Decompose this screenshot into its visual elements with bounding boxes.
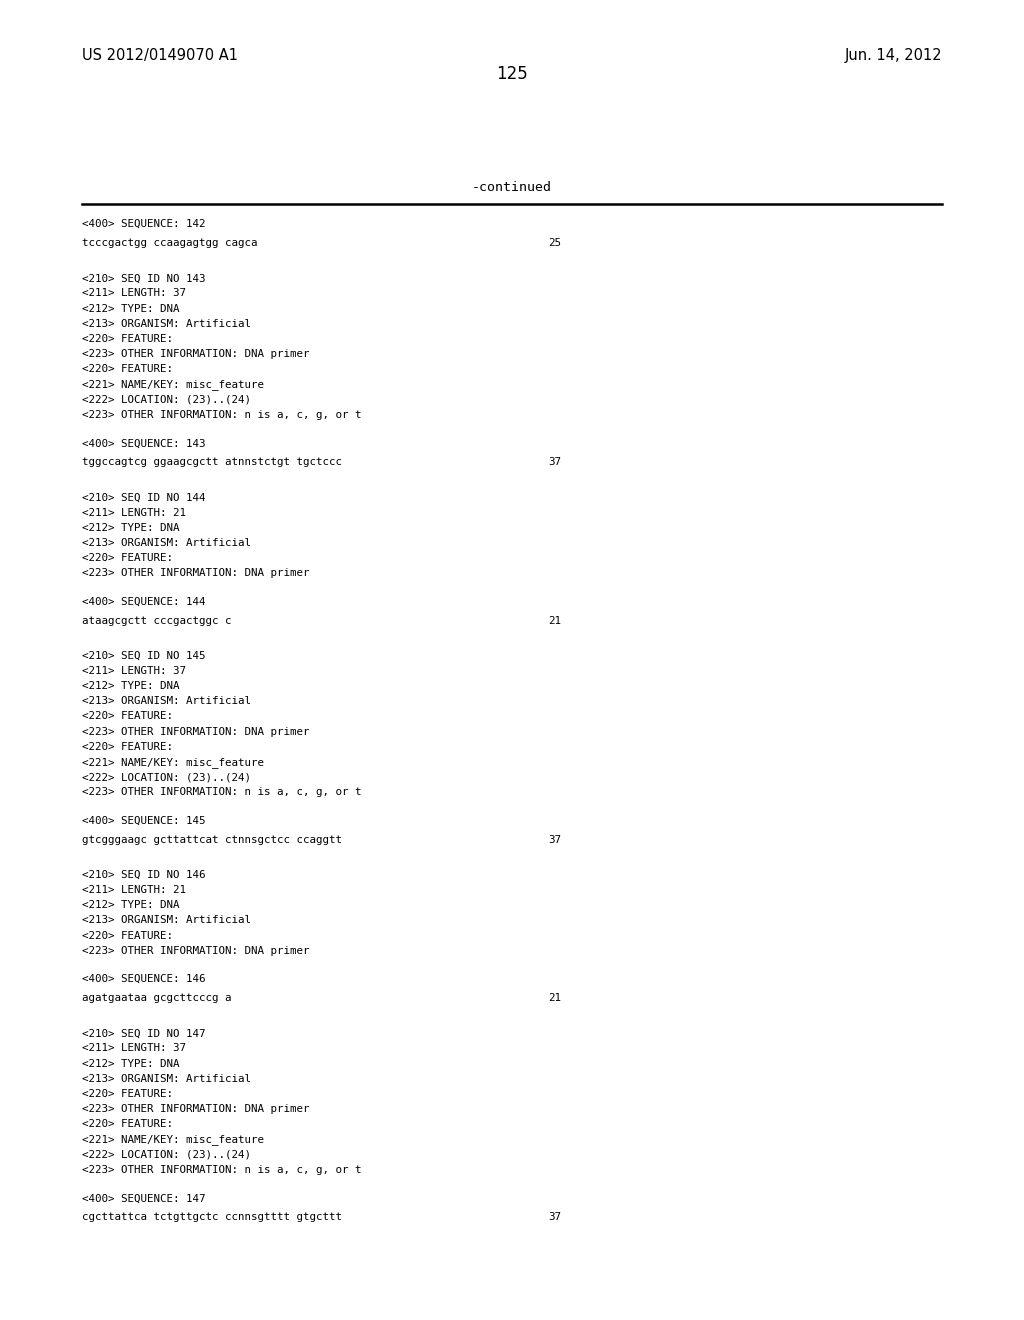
Text: <400> SEQUENCE: 142: <400> SEQUENCE: 142: [82, 219, 206, 230]
Text: <213> ORGANISM: Artificial: <213> ORGANISM: Artificial: [82, 539, 251, 548]
Text: <220> FEATURE:: <220> FEATURE:: [82, 1119, 173, 1130]
Text: <212> TYPE: DNA: <212> TYPE: DNA: [82, 900, 179, 911]
Text: <213> ORGANISM: Artificial: <213> ORGANISM: Artificial: [82, 697, 251, 706]
Text: Jun. 14, 2012: Jun. 14, 2012: [845, 48, 942, 63]
Text: <220> FEATURE:: <220> FEATURE:: [82, 1089, 173, 1100]
Text: <400> SEQUENCE: 147: <400> SEQUENCE: 147: [82, 1193, 206, 1204]
Text: <223> OTHER INFORMATION: DNA primer: <223> OTHER INFORMATION: DNA primer: [82, 945, 309, 956]
Text: ataagcgctt cccgactggc c: ataagcgctt cccgactggc c: [82, 615, 231, 626]
Text: <400> SEQUENCE: 146: <400> SEQUENCE: 146: [82, 974, 206, 985]
Text: <211> LENGTH: 21: <211> LENGTH: 21: [82, 507, 186, 517]
Text: <400> SEQUENCE: 143: <400> SEQUENCE: 143: [82, 438, 206, 449]
Text: <220> FEATURE:: <220> FEATURE:: [82, 364, 173, 375]
Text: <220> FEATURE:: <220> FEATURE:: [82, 711, 173, 722]
Text: <222> LOCATION: (23)..(24): <222> LOCATION: (23)..(24): [82, 772, 251, 783]
Text: 37: 37: [548, 836, 561, 845]
Text: <213> ORGANISM: Artificial: <213> ORGANISM: Artificial: [82, 319, 251, 329]
Text: tcccgactgg ccaagagtgg cagca: tcccgactgg ccaagagtgg cagca: [82, 238, 257, 248]
Text: <220> FEATURE:: <220> FEATURE:: [82, 553, 173, 564]
Text: <212> TYPE: DNA: <212> TYPE: DNA: [82, 681, 179, 692]
Text: <220> FEATURE:: <220> FEATURE:: [82, 931, 173, 941]
Text: <221> NAME/KEY: misc_feature: <221> NAME/KEY: misc_feature: [82, 380, 264, 391]
Text: <210> SEQ ID NO 143: <210> SEQ ID NO 143: [82, 273, 206, 284]
Text: US 2012/0149070 A1: US 2012/0149070 A1: [82, 48, 238, 63]
Text: <223> OTHER INFORMATION: n is a, c, g, or t: <223> OTHER INFORMATION: n is a, c, g, o…: [82, 1166, 361, 1175]
Text: gtcgggaagc gcttattcat ctnnsgctcc ccaggtt: gtcgggaagc gcttattcat ctnnsgctcc ccaggtt: [82, 836, 342, 845]
Text: 25: 25: [548, 238, 561, 248]
Text: <400> SEQUENCE: 144: <400> SEQUENCE: 144: [82, 597, 206, 607]
Text: 37: 37: [548, 1212, 561, 1222]
Text: <220> FEATURE:: <220> FEATURE:: [82, 334, 173, 345]
Text: <223> OTHER INFORMATION: n is a, c, g, or t: <223> OTHER INFORMATION: n is a, c, g, o…: [82, 409, 361, 420]
Text: <400> SEQUENCE: 145: <400> SEQUENCE: 145: [82, 816, 206, 826]
Text: <223> OTHER INFORMATION: DNA primer: <223> OTHER INFORMATION: DNA primer: [82, 568, 309, 578]
Text: <211> LENGTH: 21: <211> LENGTH: 21: [82, 884, 186, 895]
Text: 125: 125: [496, 65, 528, 83]
Text: <223> OTHER INFORMATION: DNA primer: <223> OTHER INFORMATION: DNA primer: [82, 726, 309, 737]
Text: <210> SEQ ID NO 147: <210> SEQ ID NO 147: [82, 1028, 206, 1039]
Text: 37: 37: [548, 458, 561, 467]
Text: <210> SEQ ID NO 146: <210> SEQ ID NO 146: [82, 870, 206, 880]
Text: agatgaataa gcgcttcccg a: agatgaataa gcgcttcccg a: [82, 993, 231, 1003]
Text: -continued: -continued: [472, 181, 552, 194]
Text: <222> LOCATION: (23)..(24): <222> LOCATION: (23)..(24): [82, 395, 251, 405]
Text: <213> ORGANISM: Artificial: <213> ORGANISM: Artificial: [82, 1074, 251, 1084]
Text: cgcttattca tctgttgctc ccnnsgtttt gtgcttt: cgcttattca tctgttgctc ccnnsgtttt gtgcttt: [82, 1212, 342, 1222]
Text: tggccagtcg ggaagcgctt atnnstctgt tgctccc: tggccagtcg ggaagcgctt atnnstctgt tgctccc: [82, 458, 342, 467]
Text: <210> SEQ ID NO 145: <210> SEQ ID NO 145: [82, 651, 206, 661]
Text: <211> LENGTH: 37: <211> LENGTH: 37: [82, 289, 186, 298]
Text: <220> FEATURE:: <220> FEATURE:: [82, 742, 173, 752]
Text: <221> NAME/KEY: misc_feature: <221> NAME/KEY: misc_feature: [82, 758, 264, 768]
Text: <222> LOCATION: (23)..(24): <222> LOCATION: (23)..(24): [82, 1150, 251, 1160]
Text: <221> NAME/KEY: misc_feature: <221> NAME/KEY: misc_feature: [82, 1134, 264, 1146]
Text: <212> TYPE: DNA: <212> TYPE: DNA: [82, 304, 179, 314]
Text: <211> LENGTH: 37: <211> LENGTH: 37: [82, 1043, 186, 1053]
Text: <223> OTHER INFORMATION: DNA primer: <223> OTHER INFORMATION: DNA primer: [82, 1104, 309, 1114]
Text: <212> TYPE: DNA: <212> TYPE: DNA: [82, 1059, 179, 1069]
Text: <223> OTHER INFORMATION: n is a, c, g, or t: <223> OTHER INFORMATION: n is a, c, g, o…: [82, 787, 361, 797]
Text: 21: 21: [548, 615, 561, 626]
Text: <223> OTHER INFORMATION: DNA primer: <223> OTHER INFORMATION: DNA primer: [82, 348, 309, 359]
Text: <210> SEQ ID NO 144: <210> SEQ ID NO 144: [82, 492, 206, 503]
Text: <213> ORGANISM: Artificial: <213> ORGANISM: Artificial: [82, 916, 251, 925]
Text: <211> LENGTH: 37: <211> LENGTH: 37: [82, 667, 186, 676]
Text: 21: 21: [548, 993, 561, 1003]
Text: <212> TYPE: DNA: <212> TYPE: DNA: [82, 523, 179, 533]
